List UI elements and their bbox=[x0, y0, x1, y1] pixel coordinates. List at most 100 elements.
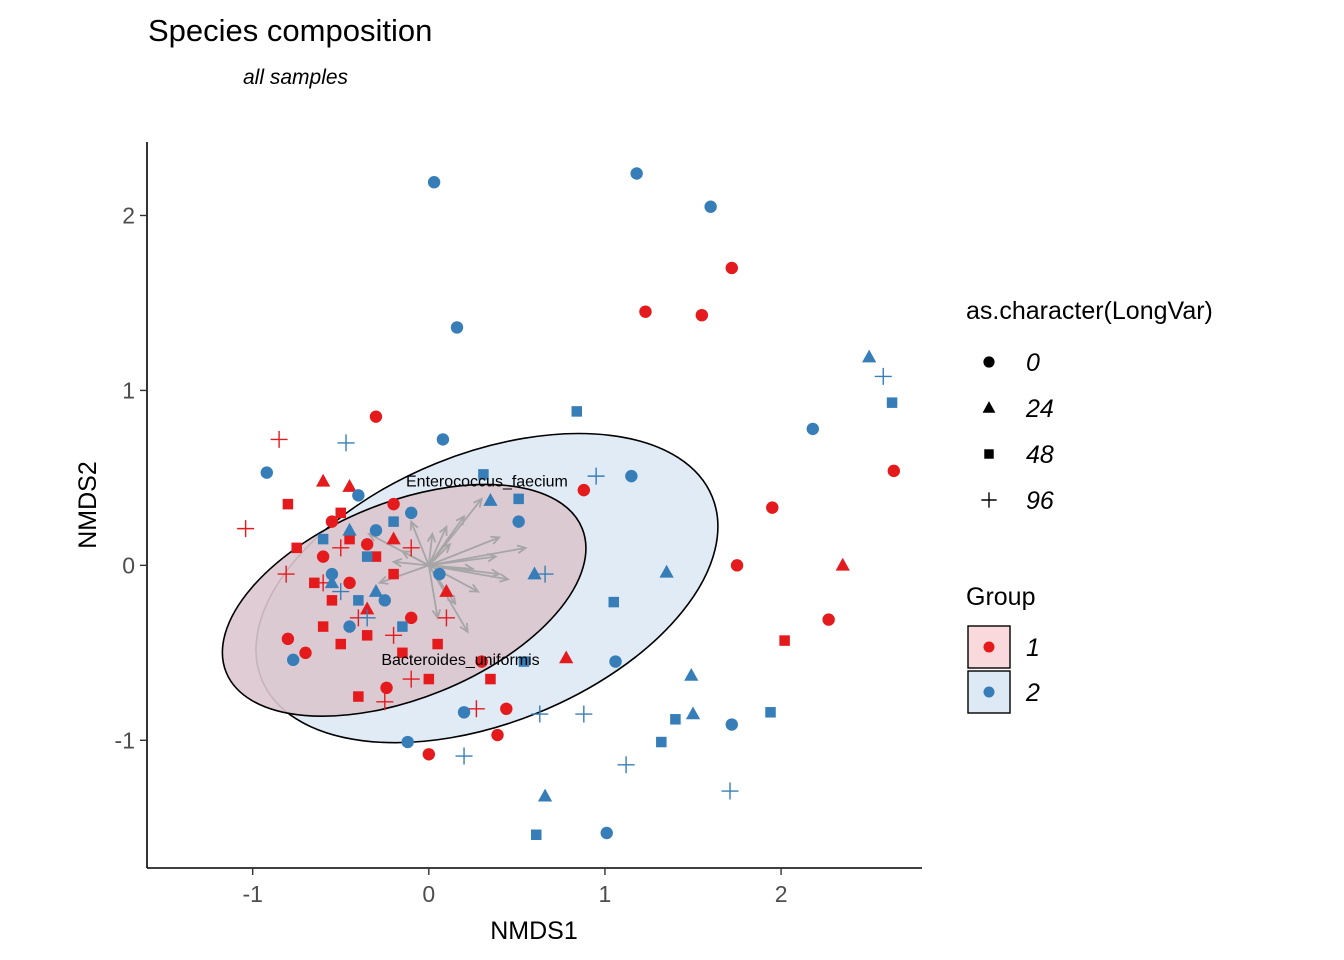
point-group-1-t0 bbox=[325, 515, 339, 528]
point-group-2-t0 bbox=[625, 469, 638, 483]
legend-group-dot-2 bbox=[983, 686, 995, 698]
species-labels: Enterococcus_faecium Bacteroides_uniformi… bbox=[381, 474, 567, 669]
point-group-1-t48 bbox=[317, 621, 329, 632]
point-group-1-t0 bbox=[387, 497, 400, 511]
point-group-1-t48 bbox=[309, 577, 320, 589]
legend-shape-key-0 bbox=[983, 356, 995, 368]
species-vector bbox=[428, 564, 511, 583]
legend-group-key-2 bbox=[967, 670, 1011, 714]
point-group-2-t0 bbox=[405, 506, 418, 520]
species-vector bbox=[428, 564, 457, 606]
point-group-1-t0 bbox=[422, 748, 436, 761]
chart-title: Species composition bbox=[148, 13, 432, 48]
point-group-1-t0 bbox=[475, 655, 488, 668]
species-vector bbox=[391, 557, 429, 568]
x-tick-label: 0 bbox=[422, 881, 435, 907]
y-tick-label: 1 bbox=[122, 377, 135, 403]
species-vector bbox=[427, 565, 442, 620]
point-group-1-t96 bbox=[277, 565, 295, 583]
point-group-2-t24 bbox=[368, 583, 384, 597]
point-group-2-t48 bbox=[388, 516, 399, 527]
x-tick-label: 1 bbox=[599, 881, 612, 907]
point-group-1-t48 bbox=[432, 638, 443, 650]
legend-group-label-1: 1 bbox=[1026, 634, 1040, 662]
point-group-1-t0 bbox=[491, 728, 504, 742]
point-group-1-t48 bbox=[344, 533, 355, 545]
point-group-1-t0 bbox=[887, 464, 901, 478]
legend-shape: as.character(LongVar) 0 24 48 96 bbox=[966, 297, 1213, 515]
point-group-2-t0 bbox=[630, 167, 643, 180]
point-group-2-t48 bbox=[478, 469, 489, 480]
point-group-2-t48 bbox=[361, 551, 373, 562]
point-group-1-t24 bbox=[360, 601, 375, 615]
point-group-2-t0 bbox=[600, 826, 613, 840]
point-group-2-t48 bbox=[571, 406, 583, 417]
legend-shape-label-24: 24 bbox=[1025, 395, 1054, 423]
point-group-2-t0 bbox=[401, 735, 414, 749]
point-group-2-t96 bbox=[332, 583, 350, 601]
point-group-1-t48 bbox=[423, 673, 435, 685]
point-group-1-t24 bbox=[559, 650, 574, 664]
point-group-2-t96 bbox=[721, 782, 739, 800]
point-group-1-t96 bbox=[437, 609, 455, 627]
x-axis-label: NMDS1 bbox=[490, 917, 578, 945]
legend-shape-label-0: 0 bbox=[1026, 349, 1040, 377]
legend-shape-title: as.character(LongVar) bbox=[966, 297, 1213, 325]
y-axis-label: NMDS2 bbox=[74, 461, 102, 549]
point-group-2-t48 bbox=[656, 736, 667, 748]
y-tick-label: -1 bbox=[115, 727, 135, 753]
point-group-2-t24 bbox=[527, 566, 542, 580]
point-group-1-t96 bbox=[270, 430, 288, 448]
chart-subtitle: all samples bbox=[243, 66, 349, 89]
legend-shape-key-48 bbox=[984, 449, 994, 459]
point-group-1-t0 bbox=[360, 538, 374, 551]
legend-shape-key-24 bbox=[982, 401, 996, 413]
point-group-1-t48 bbox=[291, 542, 302, 554]
point-group-2-t0 bbox=[609, 655, 622, 668]
species-vector bbox=[400, 550, 430, 567]
point-group-2-t0 bbox=[450, 321, 464, 334]
point-group-1-t0 bbox=[405, 611, 418, 625]
legend-group-label-2: 2 bbox=[1025, 679, 1040, 707]
point-group-1-t0 bbox=[695, 308, 709, 322]
point-group-1-t0 bbox=[725, 261, 738, 275]
point-group-1-t48 bbox=[353, 691, 364, 702]
point-group-1-t0 bbox=[380, 681, 393, 695]
point-group-1-t0 bbox=[369, 410, 383, 423]
point-group-1-t96 bbox=[467, 700, 485, 718]
point-group-1-t0 bbox=[730, 559, 744, 572]
species-vector bbox=[428, 552, 498, 567]
point-group-2-t96 bbox=[358, 609, 376, 627]
point-group-1-t48 bbox=[326, 595, 338, 606]
point-group-2-t0 bbox=[427, 176, 441, 189]
point-group-2-t0 bbox=[343, 620, 356, 633]
point-group-1-t24 bbox=[439, 583, 454, 597]
point-group-2-t96 bbox=[531, 705, 549, 723]
point-group-1-t48 bbox=[370, 551, 382, 562]
point-group-2-t96 bbox=[617, 756, 635, 774]
legend-group-key-1 bbox=[967, 625, 1011, 669]
point-group-2-t24 bbox=[324, 575, 340, 589]
point-group-1-t96 bbox=[402, 539, 420, 557]
axis-ticks: -1 0 1 2 -1 0 1 2 bbox=[115, 202, 788, 907]
species-vector bbox=[377, 564, 430, 585]
point-group-1-t48 bbox=[335, 507, 346, 519]
point-group-2-t96 bbox=[455, 747, 473, 765]
point-group-1-t0 bbox=[766, 501, 779, 514]
point-group-2-t0 bbox=[806, 422, 819, 436]
y-tick-label: 0 bbox=[122, 552, 135, 578]
species-label: Enterococcus_faecium bbox=[406, 474, 568, 491]
species-vectors bbox=[367, 497, 528, 634]
point-group-2-t48 bbox=[670, 714, 681, 725]
point-group-2-t96 bbox=[874, 367, 892, 385]
point-group-1-t48 bbox=[361, 630, 373, 641]
species-vector bbox=[426, 531, 437, 566]
point-group-1-t24 bbox=[386, 531, 401, 545]
legend-group-dot-1 bbox=[983, 641, 995, 653]
point-group-2-t0 bbox=[457, 706, 471, 719]
legend-group-title: Group bbox=[966, 583, 1035, 611]
species-vector bbox=[409, 519, 430, 566]
point-group-1-t96 bbox=[402, 670, 420, 688]
legend-shape-label-48: 48 bbox=[1026, 441, 1054, 469]
point-group-1-t48 bbox=[397, 647, 408, 659]
